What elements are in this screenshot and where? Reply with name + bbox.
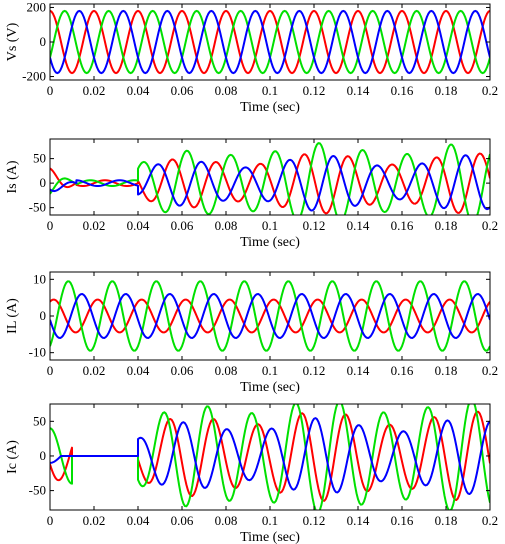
vs-x-tick-label: 0.16: [391, 83, 414, 98]
il-trace-red: [50, 298, 490, 334]
is-x-tick-label: 0.06: [171, 218, 194, 233]
panel-il: 0 0.02 0.04 0.06 0.08 0.1 0.12 0.14 0.16 0.18 0.2 1…: [5, 271, 498, 395]
il-x-tick-label: 0.16: [391, 363, 414, 378]
ic-x-tick-label: 0.02: [83, 513, 106, 528]
vs-y-tick-label: -200: [22, 69, 46, 84]
ic-x-tick-label: 0: [47, 513, 54, 528]
vs-x-tick-label: 0.14: [347, 83, 370, 98]
ic-x-tick-label: 0.06: [171, 513, 194, 528]
vs-x-tick-label: 0.02: [83, 83, 106, 98]
ic-x-tick-label: 0.2: [482, 513, 498, 528]
is-x-tick-label: 0.08: [215, 218, 238, 233]
is-y-tick-label: -50: [29, 200, 46, 215]
il-x-tick-label: 0.2: [482, 363, 498, 378]
ic-x-tick-label: 0.04: [127, 513, 150, 528]
vs-x-tick-label: 0.04: [127, 83, 150, 98]
vs-x-tick-label: 0.08: [215, 83, 238, 98]
il-trace-green: [50, 280, 490, 352]
is-x-tick-label: 0: [47, 218, 54, 233]
il-trace-blue: [50, 293, 490, 339]
vs-x-tick-label: 0: [47, 83, 54, 98]
is-y-tick-label: 0: [40, 175, 47, 190]
is-trace-green: [50, 142, 490, 215]
ic-y-tick-label: -50: [29, 483, 46, 498]
ic-x-tick-label: 0.1: [262, 513, 278, 528]
il-x-tick-label: 0: [47, 363, 54, 378]
vs-x-tick-label: 0.2: [482, 83, 498, 98]
is-x-tick-label: 0.18: [435, 218, 458, 233]
il-y-axis-label: IL (A): [5, 298, 20, 334]
ic-y-tick-label: 0: [40, 448, 47, 463]
panel-vs: 0 0.02 0.04 0.06 0.08 0.1 0.12 0.14 0.16 0.18 0.2 2…: [5, 0, 498, 115]
il-y-tick-label: 0: [40, 308, 47, 323]
is-x-tick-label: 0.12: [303, 218, 326, 233]
il-y-tick-label: -10: [29, 345, 46, 360]
il-x-tick-label: 0.18: [435, 363, 458, 378]
is-trace-blue: [50, 154, 490, 212]
ic-x-tick-label: 0.12: [303, 513, 326, 528]
vs-trace-red: [50, 9, 490, 75]
ic-x-tick-label: 0.14: [347, 513, 370, 528]
ic-x-axis-label: Time (sec): [240, 530, 300, 544]
vs-x-tick-label: 0.12: [303, 83, 326, 98]
il-x-tick-label: 0.08: [215, 363, 238, 378]
il-x-tick-label: 0.12: [303, 363, 326, 378]
vs-x-tick-label: 0.06: [171, 83, 194, 98]
ic-x-tick-label: 0.16: [391, 513, 414, 528]
ic-trace-blue: [50, 417, 490, 496]
il-x-tick-label: 0.04: [127, 363, 150, 378]
ic-y-axis-label: Ic (A): [5, 440, 20, 474]
ic-x-tick-label: 0.18: [435, 513, 458, 528]
vs-y-tick-label: 0: [40, 34, 47, 49]
il-x-tick-label: 0.14: [347, 363, 370, 378]
is-x-tick-label: 0.02: [83, 218, 106, 233]
panel-ic: 0 0.02 0.04 0.06 0.08 0.1 0.12 0.14 0.16 0.18 0.2 5…: [5, 403, 498, 544]
is-x-tick-label: 0.14: [347, 218, 370, 233]
il-x-tick-label: 0.1: [262, 363, 278, 378]
is-x-tick-label: 0.1: [262, 218, 278, 233]
ic-x-tick-label: 0.08: [215, 513, 238, 528]
vs-y-tick-label: 200: [27, 0, 47, 14]
vs-x-axis-label: Time (sec): [240, 100, 300, 115]
il-x-tick-label: 0.06: [171, 363, 194, 378]
vs-trace-green: [50, 9, 490, 75]
il-x-tick-label: 0.02: [83, 363, 106, 378]
panel-is: 0 0.02 0.04 0.06 0.08 0.1 0.12 0.14 0.16 0.18 0.2 5…: [5, 138, 498, 250]
vs-x-tick-label: 0.18: [435, 83, 458, 98]
ic-y-tick-label: 50: [33, 413, 46, 428]
is-y-tick-label: 50: [33, 151, 46, 166]
vs-y-axis-label: Vs (V): [5, 22, 20, 61]
is-x-axis-label: Time (sec): [240, 235, 300, 250]
is-x-tick-label: 0.04: [127, 218, 150, 233]
vs-trace-blue: [50, 9, 490, 75]
vs-x-tick-label: 0.1: [262, 83, 278, 98]
vs-plot-frame: [49, 3, 491, 81]
is-y-axis-label: Is (A): [5, 160, 20, 193]
is-x-tick-label: 0.2: [482, 218, 498, 233]
il-x-axis-label: Time (sec): [240, 380, 300, 395]
il-y-tick-label: 10: [33, 271, 46, 286]
is-x-tick-label: 0.16: [391, 218, 414, 233]
